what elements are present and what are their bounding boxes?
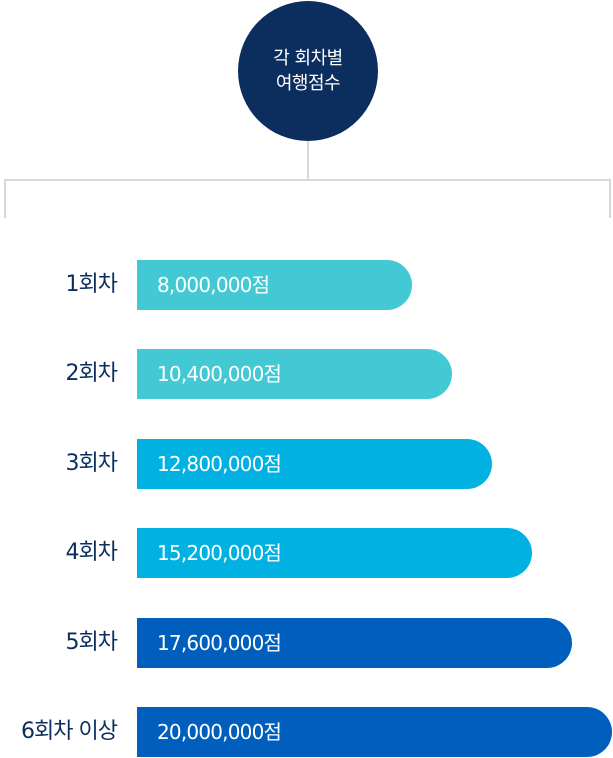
title-line-1: 각 회차별 <box>273 48 343 69</box>
bar <box>137 528 532 578</box>
category-label: 1회차 <box>65 272 118 297</box>
tree-connector-leg-left <box>4 179 6 218</box>
category-label: 5회차 <box>65 630 118 655</box>
bar-row: 2회차 10,400,000점 <box>0 349 613 399</box>
bar-row: 4회차 15,200,000점 <box>0 528 613 578</box>
bar-row: 6회차 이상 20,000,000점 <box>0 707 613 757</box>
bar-value-label: 8,000,000점 <box>157 273 270 297</box>
bar <box>137 707 612 757</box>
title-line-2: 여행점수 <box>275 73 341 94</box>
bar-row: 5회차 17,600,000점 <box>0 618 613 668</box>
category-label: 2회차 <box>65 361 118 386</box>
tree-connector-stem <box>307 141 309 180</box>
title-circle: 각 회차별 여행점수 <box>238 1 378 141</box>
bar-value-label: 15,200,000점 <box>157 541 282 565</box>
bar <box>137 618 572 668</box>
bar <box>137 260 412 310</box>
category-label: 6회차 이상 <box>21 719 118 744</box>
bar-row: 1회차 8,000,000점 <box>0 260 613 310</box>
bar <box>137 439 492 489</box>
tree-connector-leg-right <box>609 179 611 218</box>
bar-row: 3회차 12,800,000점 <box>0 439 613 489</box>
bar-value-label: 17,600,000점 <box>157 631 282 655</box>
bar-value-label: 20,000,000점 <box>157 720 282 744</box>
category-label: 3회차 <box>65 451 118 476</box>
category-label: 4회차 <box>65 540 118 565</box>
bar-value-label: 10,400,000점 <box>157 362 282 386</box>
bar-value-label: 12,800,000점 <box>157 452 282 476</box>
bar <box>137 349 452 399</box>
tree-connector-bar <box>4 179 611 181</box>
